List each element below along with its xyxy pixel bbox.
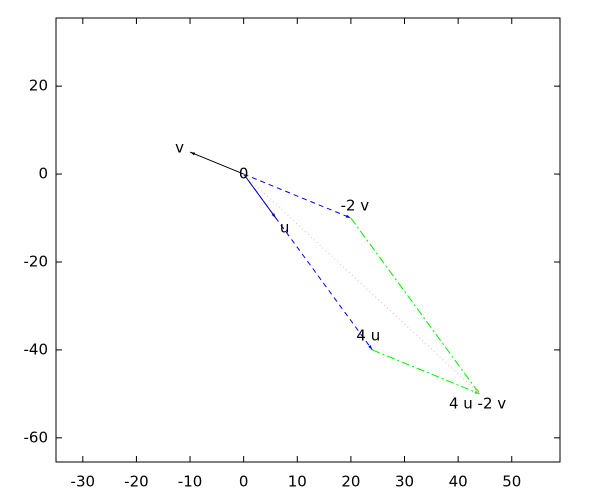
x-tick-label: 0 bbox=[239, 473, 249, 491]
point-label: v bbox=[175, 139, 184, 157]
vector bbox=[243, 173, 352, 219]
y-tick-label: 0 bbox=[38, 165, 48, 183]
x-tick-label: -10 bbox=[178, 473, 203, 491]
point-label: 4 u bbox=[356, 326, 380, 344]
x-tick-label: -30 bbox=[71, 473, 96, 491]
point-label: -2 v bbox=[341, 197, 370, 215]
x-tick-label: -20 bbox=[124, 473, 149, 491]
y-tick-label: -60 bbox=[24, 428, 49, 446]
x-tick-label: 40 bbox=[449, 473, 468, 491]
y-tick-label: -40 bbox=[24, 340, 49, 358]
vector bbox=[243, 173, 480, 395]
x-tick-label: 10 bbox=[288, 473, 307, 491]
vector bbox=[372, 349, 480, 395]
plot-frame bbox=[55, 17, 561, 463]
x-tick-label: 20 bbox=[341, 473, 360, 491]
point-label: 0 bbox=[239, 165, 249, 183]
point-label: 4 u -2 v bbox=[449, 394, 506, 412]
y-tick-label: 20 bbox=[29, 77, 48, 95]
x-tick-label: 50 bbox=[502, 473, 521, 491]
x-tick-label: 30 bbox=[395, 473, 414, 491]
point-label: u bbox=[280, 219, 290, 237]
vector bbox=[189, 151, 244, 175]
vector bbox=[243, 173, 373, 351]
y-tick-label: -20 bbox=[24, 252, 49, 270]
vector bbox=[350, 217, 480, 395]
